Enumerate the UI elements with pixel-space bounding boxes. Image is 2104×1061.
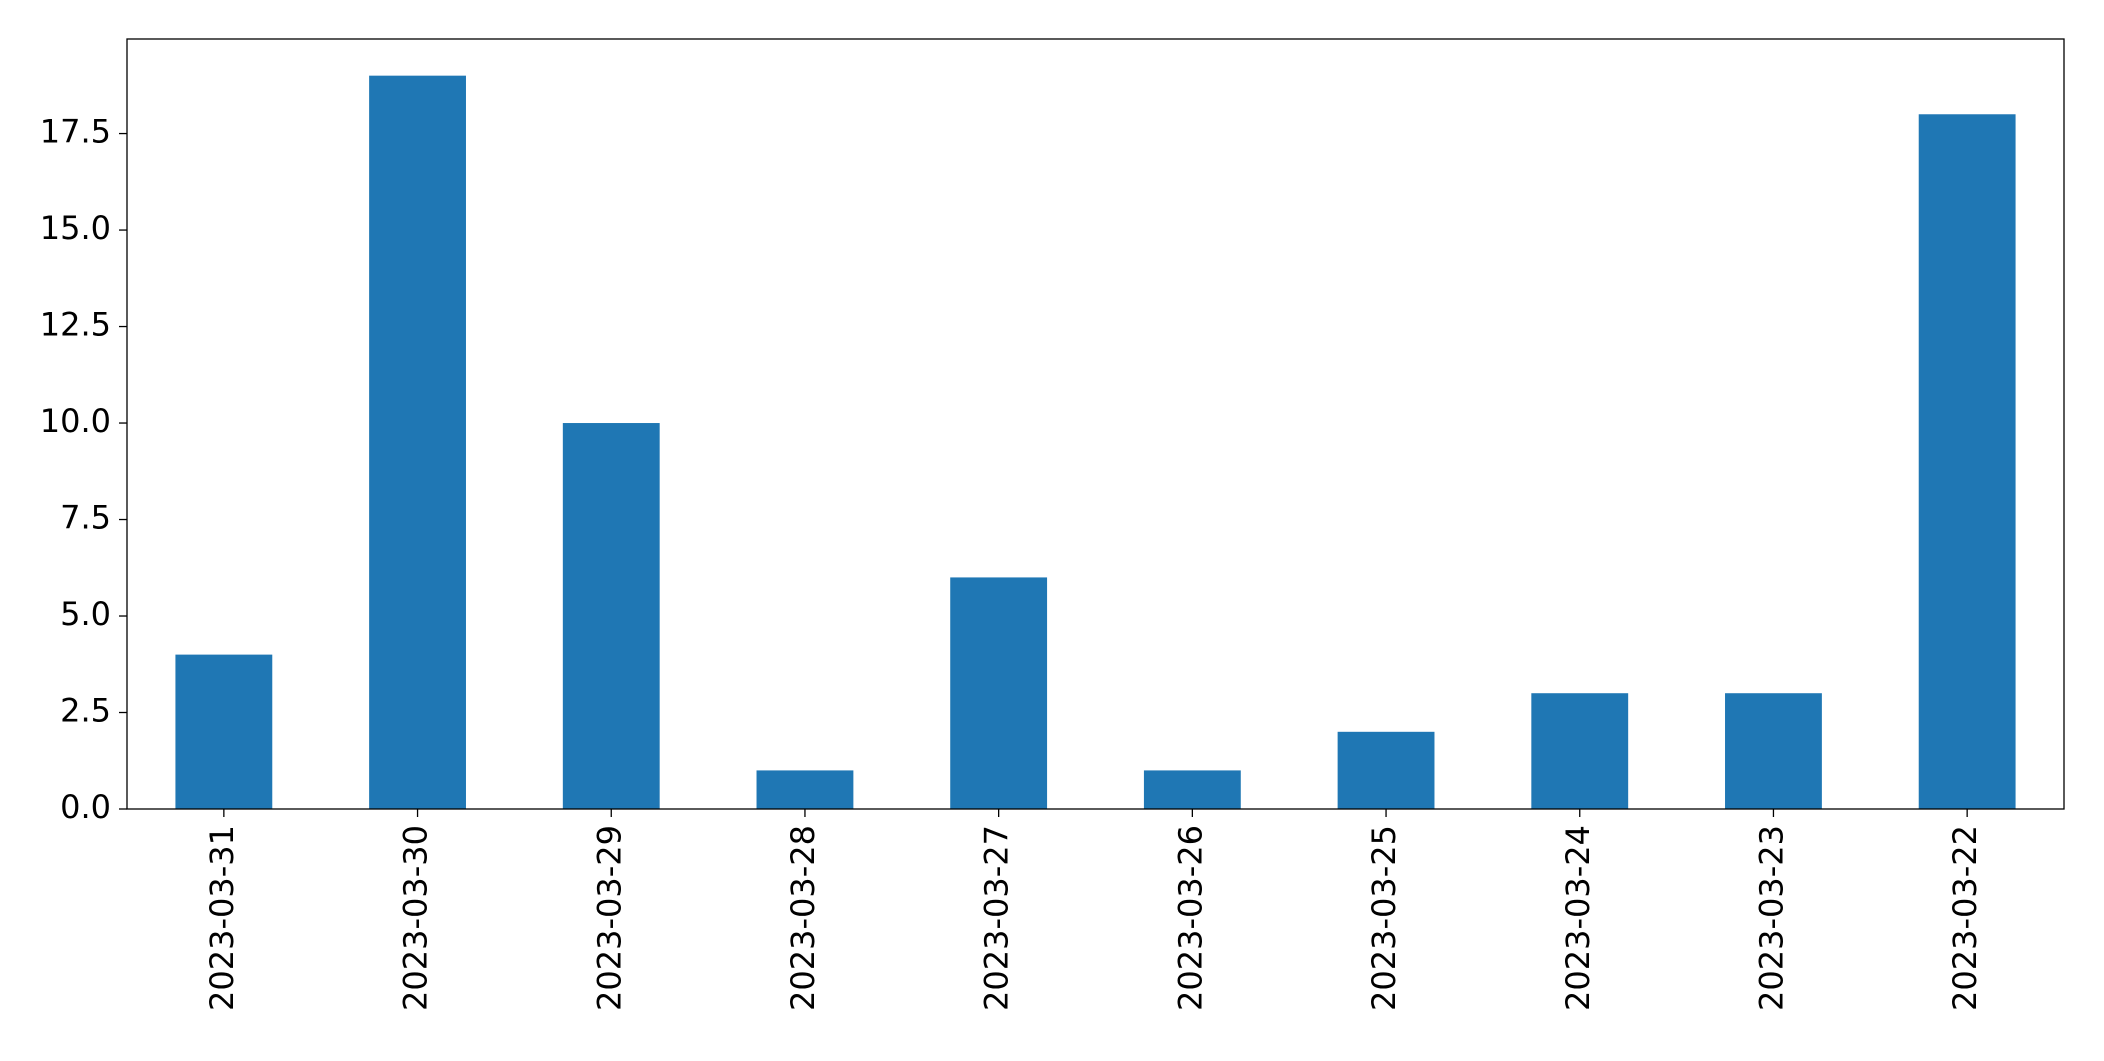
y-tick-label: 10.0 <box>40 402 111 440</box>
x-tick-label: 2023-03-30 <box>397 825 435 1011</box>
y-tick-label: 2.5 <box>60 692 111 730</box>
x-tick-label: 2023-03-26 <box>1171 825 1209 1011</box>
x-tick-label: 2023-03-27 <box>978 825 1016 1011</box>
y-tick-label: 7.5 <box>60 499 111 537</box>
x-tick-label: 2023-03-28 <box>784 825 822 1011</box>
y-tick-label: 17.5 <box>40 113 111 151</box>
bar <box>175 654 273 809</box>
x-tick-label: 2023-03-31 <box>203 825 241 1011</box>
x-tick-label: 2023-03-23 <box>1752 825 1790 1011</box>
x-tick-label: 2023-03-29 <box>590 825 628 1011</box>
bar <box>1725 693 1822 809</box>
x-tick-label: 2023-03-24 <box>1559 825 1597 1011</box>
y-tick-label: 12.5 <box>40 306 111 344</box>
bar <box>1531 693 1629 809</box>
y-tick-label: 15.0 <box>40 209 111 247</box>
bar <box>950 577 1048 809</box>
bar <box>1337 731 1435 809</box>
x-tick-label: 2023-03-25 <box>1365 825 1403 1011</box>
plot-frame <box>126 38 2065 810</box>
y-tick-label: 0.0 <box>60 788 111 826</box>
bar <box>562 423 660 809</box>
bar <box>369 75 466 809</box>
bar <box>1918 114 2016 809</box>
bar <box>1143 770 1241 809</box>
x-tick-label: 2023-03-22 <box>1946 825 1984 1011</box>
bar <box>756 770 854 809</box>
y-tick-label: 5.0 <box>60 595 111 633</box>
